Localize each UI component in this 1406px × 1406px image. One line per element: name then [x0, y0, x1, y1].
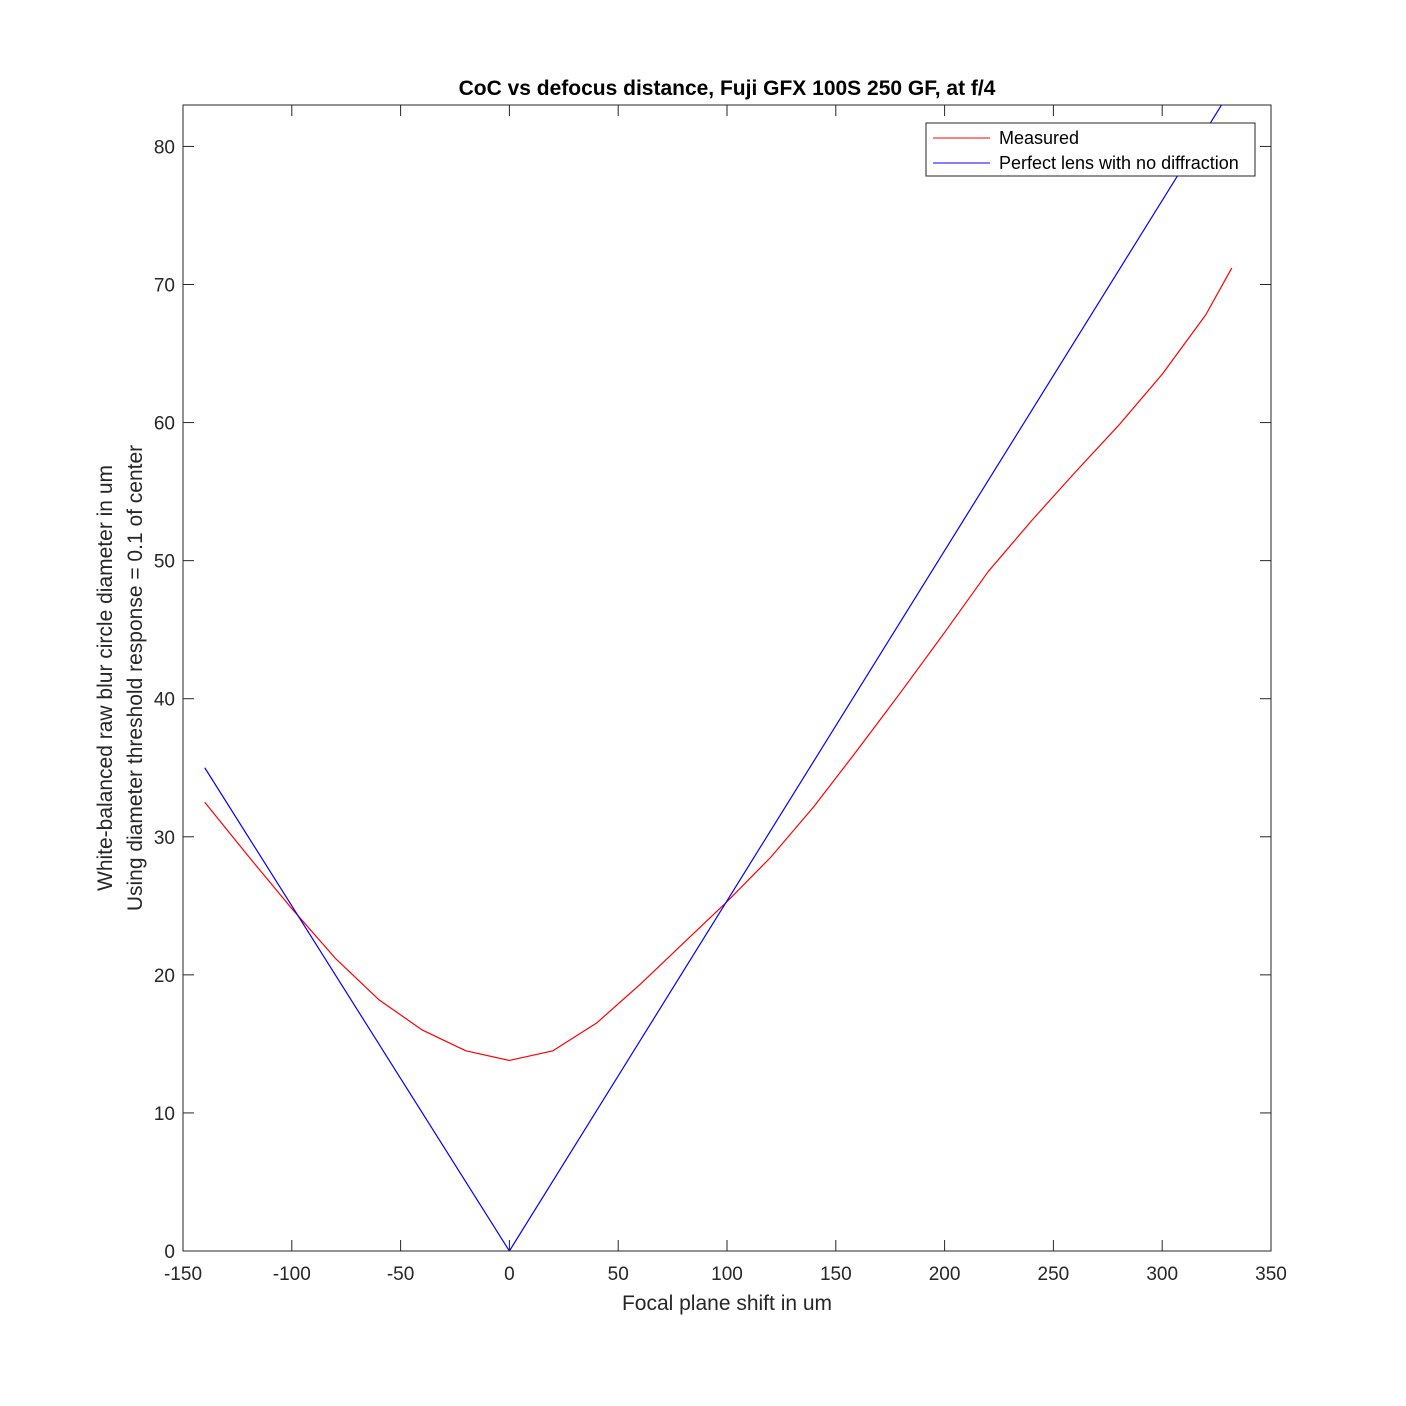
legend-label-measured: Measured [999, 128, 1079, 148]
y-axis-label-line-2: Using diameter threshold response = 0.1 … [124, 445, 147, 911]
y-tick-label: 50 [154, 552, 175, 573]
x-tick-label: 100 [711, 1264, 743, 1285]
series-line-perfect-lens [204, 105, 1223, 1251]
y-axis-label-line-1: White-balanced raw blur circle diameter … [94, 465, 117, 891]
y-tick-label: 60 [154, 414, 175, 435]
y-tick-label: 80 [154, 137, 175, 158]
legend[interactable]: Measured Perfect lens with no diffractio… [925, 122, 1256, 177]
chart-title: CoC vs defocus distance, Fuji GFX 100S 2… [459, 77, 996, 100]
y-tick-label: 40 [154, 690, 175, 711]
plot-background [183, 105, 1271, 1251]
x-tick-label: 250 [1038, 1264, 1070, 1285]
x-tick-label: 350 [1255, 1264, 1287, 1285]
x-tick-label: 200 [929, 1264, 961, 1285]
x-tick-label: -150 [164, 1264, 202, 1285]
y-tick-label: 30 [154, 828, 175, 849]
x-tick-label: 150 [820, 1264, 852, 1285]
ticks-layer: -150 -100 -50 0 50 100 150 200 250 300 350 0 10 20 30 4… [154, 105, 1287, 1285]
x-tick-label: -100 [273, 1264, 311, 1285]
legend-label-perfect-lens: Perfect lens with no diffraction [999, 153, 1239, 173]
y-tick-label: 70 [154, 275, 175, 296]
x-tick-label: -50 [387, 1264, 414, 1285]
x-tick-label: 50 [608, 1264, 629, 1285]
x-tick-label: 300 [1146, 1264, 1178, 1285]
y-tick-label: 20 [154, 966, 175, 987]
y-tick-label: 10 [154, 1104, 175, 1125]
legend-box [925, 122, 1256, 177]
x-tick-label: 0 [504, 1264, 515, 1285]
x-axis-label: Focal plane shift in um [622, 1292, 832, 1315]
y-tick-label: 0 [164, 1242, 175, 1263]
series-layer [204, 105, 1233, 1251]
y-axis-label: White-balanced raw blur circle diameter … [94, 445, 147, 911]
